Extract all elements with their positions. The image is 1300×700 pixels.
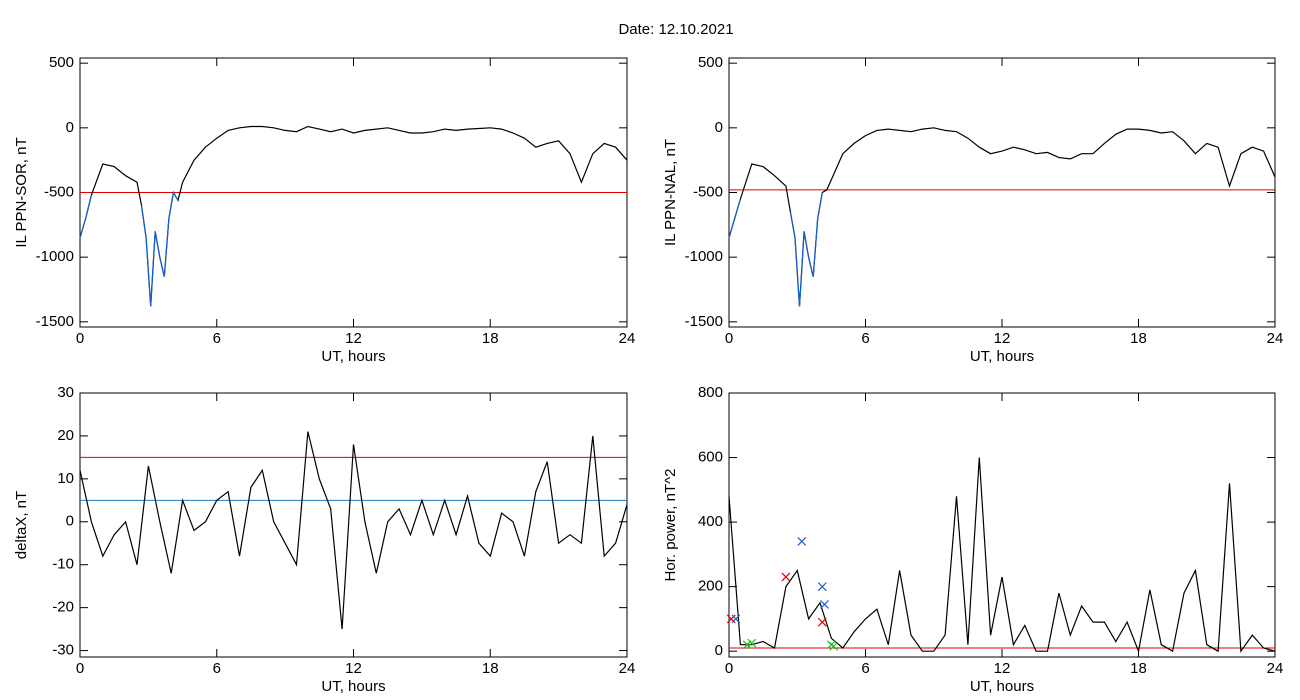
y-tick-label: -1500 bbox=[685, 313, 723, 330]
figure-title: Date: 12.10.2021 bbox=[618, 21, 733, 38]
y-tick-label: 30 bbox=[57, 384, 74, 401]
data-line bbox=[79, 125, 628, 307]
y-tick-label: -500 bbox=[44, 183, 74, 200]
y-tick-label: 10 bbox=[57, 470, 74, 487]
y-axis-label: IL PPN-SOR, nT bbox=[13, 137, 30, 247]
x-tick-label: 12 bbox=[994, 660, 1011, 677]
data-line bbox=[79, 190, 179, 307]
x-tick-label: 0 bbox=[76, 660, 84, 677]
x-tick-label: 12 bbox=[994, 330, 1011, 347]
x-axis-label: UT, hours bbox=[970, 348, 1034, 365]
y-tick-label: 0 bbox=[715, 119, 723, 136]
y-tick-label: -10 bbox=[52, 556, 74, 573]
marker bbox=[817, 582, 827, 592]
y-tick-label: 600 bbox=[698, 449, 723, 466]
y-tick-label: -30 bbox=[52, 642, 74, 659]
x-tick-label: 18 bbox=[482, 660, 499, 677]
plot-frame bbox=[728, 57, 1276, 328]
marker bbox=[747, 638, 757, 648]
marker bbox=[726, 614, 736, 624]
y-tick-label: 0 bbox=[66, 513, 74, 530]
x-tick-label: 24 bbox=[1267, 330, 1284, 347]
data-line bbox=[728, 192, 823, 307]
x-tick-label: 24 bbox=[619, 660, 636, 677]
marker bbox=[820, 599, 829, 609]
x-axis-label: UT, hours bbox=[321, 678, 385, 695]
y-tick-label: 500 bbox=[698, 54, 723, 71]
data-line bbox=[728, 127, 1276, 307]
y-tick-label: 200 bbox=[698, 578, 723, 595]
y-tick-label: -20 bbox=[52, 599, 74, 616]
marker bbox=[781, 572, 791, 582]
plot-frame bbox=[79, 392, 628, 658]
x-tick-label: 0 bbox=[76, 330, 84, 347]
marker bbox=[731, 614, 741, 624]
y-axis-label: deltaX, nT bbox=[13, 491, 30, 559]
y-tick-label: 400 bbox=[698, 513, 723, 530]
y-axis-label: IL PPN-NAL, nT bbox=[662, 139, 679, 246]
x-tick-label: 18 bbox=[1130, 660, 1147, 677]
x-axis-label: UT, hours bbox=[321, 348, 385, 365]
x-tick-label: 6 bbox=[861, 660, 869, 677]
y-axis-label: Hor. power, nT^2 bbox=[662, 469, 679, 582]
y-tick-label: -1000 bbox=[685, 248, 723, 265]
y-tick-label: 500 bbox=[49, 54, 74, 71]
y-tick-label: 800 bbox=[698, 384, 723, 401]
x-tick-label: 12 bbox=[345, 660, 362, 677]
x-axis-label: UT, hours bbox=[970, 678, 1034, 695]
y-tick-label: -1500 bbox=[36, 313, 74, 330]
y-tick-label: 20 bbox=[57, 427, 74, 444]
plot-frame bbox=[728, 392, 1276, 658]
x-tick-label: 6 bbox=[213, 660, 221, 677]
data-line bbox=[728, 457, 1276, 654]
x-tick-label: 18 bbox=[1130, 330, 1147, 347]
y-tick-label: -1000 bbox=[36, 248, 74, 265]
x-tick-label: 6 bbox=[213, 330, 221, 347]
marker bbox=[817, 617, 827, 627]
y-tick-label: 0 bbox=[66, 119, 74, 136]
x-tick-label: 24 bbox=[1267, 660, 1284, 677]
data-line bbox=[79, 431, 628, 630]
x-tick-label: 0 bbox=[725, 330, 733, 347]
marker bbox=[829, 641, 839, 651]
x-tick-label: 24 bbox=[619, 330, 636, 347]
x-tick-label: 18 bbox=[482, 330, 499, 347]
x-tick-label: 6 bbox=[861, 330, 869, 347]
y-tick-label: 0 bbox=[715, 642, 723, 659]
y-tick-label: -500 bbox=[693, 183, 723, 200]
marker bbox=[797, 537, 807, 546]
x-tick-label: 0 bbox=[725, 660, 733, 677]
x-tick-label: 12 bbox=[345, 330, 362, 347]
